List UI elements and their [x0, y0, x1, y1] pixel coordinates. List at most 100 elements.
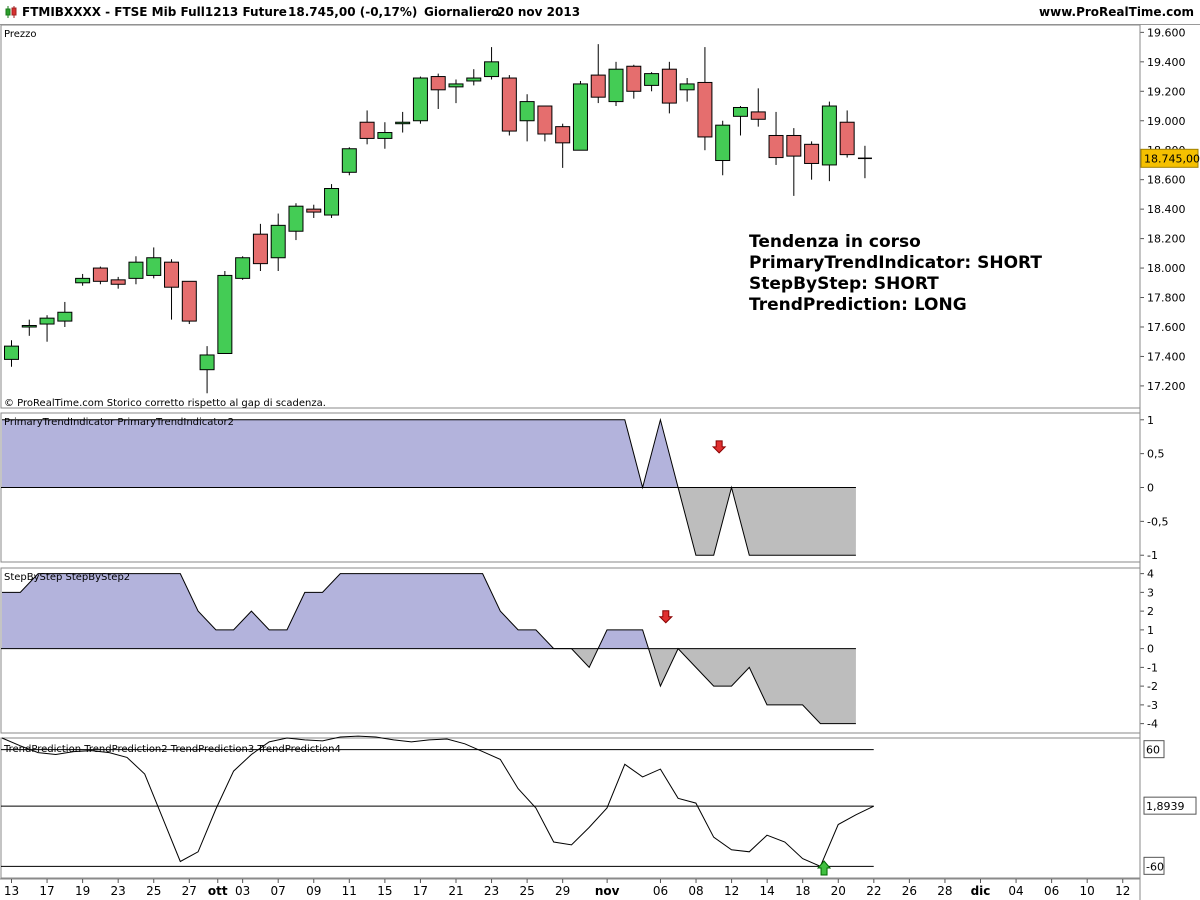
last-price-label: 18.745,00: [1144, 152, 1200, 165]
primary-trend-positive-area: [2, 419, 856, 488]
x-axis-tick-label: 15: [377, 884, 392, 898]
date-label: 20 nov 2013: [497, 5, 581, 19]
candle-body: [537, 105, 553, 135]
x-axis-tick-label: 27: [182, 884, 197, 898]
trend-prediction-title: TrendPrediction TrendPrediction2 TrendPr…: [3, 744, 341, 755]
x-axis-tick-label: 25: [146, 884, 161, 898]
candle-body: [430, 76, 446, 91]
step-by-step-line: [2, 573, 856, 725]
copyright-note: © ProRealTime.com Storico corretto rispe…: [4, 398, 326, 409]
x-axis-tick-label: 20: [831, 884, 846, 898]
step-by-step-axis-tick-label: -2: [1147, 680, 1158, 693]
timeframe-label: Giornaliero: [424, 5, 500, 19]
trend-prediction-axis-box: [1143, 740, 1165, 759]
candle-body: [341, 148, 357, 173]
x-axis-tick-label: 19: [75, 884, 90, 898]
candle-body: [110, 279, 126, 285]
candle-body: [715, 124, 731, 162]
step-by-step-axis-tick-label: -1: [1147, 661, 1158, 674]
x-axis-tick-label: 21: [448, 884, 463, 898]
x-axis-tick-label: dic: [971, 884, 991, 898]
candle-body: [555, 126, 571, 144]
candle-body: [128, 261, 144, 279]
x-axis-tick-label: 08: [688, 884, 703, 898]
candle-body: [92, 267, 108, 282]
trend-prediction-axis-label: 60: [1146, 744, 1160, 757]
price-axis-tick-label: 19.000: [1147, 115, 1186, 128]
price-axis-tick-label: 19.400: [1147, 56, 1186, 69]
candle-body: [732, 106, 748, 117]
x-axis-tick-label: 22: [866, 884, 881, 898]
x-axis-tick-label: nov: [595, 884, 620, 898]
x-axis-tick-label: 17: [39, 884, 54, 898]
candle-body: [519, 101, 535, 122]
x-axis-tick-label: 03: [235, 884, 250, 898]
x-axis-tick-label: 18: [795, 884, 810, 898]
step-by-step-axis-tick-label: -3: [1147, 699, 1158, 712]
candle-body: [644, 73, 660, 86]
x-axis-tick-label: 17: [413, 884, 428, 898]
candle-body: [484, 61, 500, 78]
candle-body: [4, 345, 19, 360]
primary-trend-axis-tick-label: -0,5: [1147, 515, 1168, 528]
candle-body: [164, 261, 180, 288]
x-axis-tick-label: 25: [519, 884, 534, 898]
candle-body: [679, 83, 695, 91]
x-axis-tick-label: 12: [1115, 884, 1130, 898]
step-by-step-axis-tick-label: 1: [1147, 624, 1154, 637]
price-panel-frame: [0, 24, 1141, 409]
step-by-step-axis-tick-label: 0: [1147, 643, 1154, 656]
candle-body: [821, 105, 837, 166]
candle-body: [217, 274, 233, 354]
step-by-step-negative-area: [2, 648, 856, 724]
step-by-step-axis-tick-label: 2: [1147, 605, 1154, 618]
x-axis-tick-label: 10: [1080, 884, 1095, 898]
trend-prediction-axis-box: [1143, 796, 1197, 815]
primary-trend-axis-tick-label: 0: [1147, 482, 1154, 495]
x-axis-tick-label: 14: [760, 884, 775, 898]
price-axis-tick-label: 17.200: [1147, 380, 1186, 393]
candle-body: [199, 354, 215, 371]
candle-body: [661, 68, 677, 104]
candle-body: [608, 68, 624, 103]
primary-trend-negative-area: [2, 487, 856, 556]
primary-trend-axis-tick-label: -1: [1147, 549, 1158, 562]
trend-prediction-axis-label: -60: [1146, 860, 1164, 873]
candle-body: [324, 188, 340, 216]
candle-body: [697, 81, 713, 138]
trend-prediction-panel-frame: [0, 737, 1141, 879]
candle-body: [235, 257, 251, 279]
quote-value: 18.745,00 (-0,17%): [288, 5, 418, 19]
candle-body: [21, 325, 37, 328]
candle-body: [412, 77, 428, 122]
x-axis-tick-label: 12: [724, 884, 739, 898]
price-axis-tick-label: 18.200: [1147, 233, 1186, 246]
x-axis-tick-label: 04: [1008, 884, 1023, 898]
symbol-title: FTMIBXXXX - FTSE Mib Full1213 Future: [22, 5, 287, 19]
candle-body: [252, 233, 268, 265]
x-axis-tick-label: 06: [1044, 884, 1059, 898]
x-axis-tick-label: 09: [306, 884, 321, 898]
x-axis-tick-label: ott: [208, 884, 228, 898]
price-axis-tick-label: 17.400: [1147, 350, 1186, 363]
candle-body: [768, 134, 784, 159]
x-axis-tick-label: 13: [4, 884, 19, 898]
primary-trend-axis-tick-label: 1: [1147, 414, 1154, 427]
candle-body: [466, 77, 482, 82]
candle-body: [39, 317, 55, 325]
x-axis-tick-label: 07: [271, 884, 286, 898]
last-price-tag: [1140, 148, 1199, 168]
candle-body: [181, 280, 197, 322]
price-axis-tick-label: 17.800: [1147, 292, 1186, 305]
candle-body: [572, 83, 588, 151]
candle-body: [395, 121, 411, 125]
trend-summary-line: PrimaryTrendIndicator: SHORT: [749, 253, 1042, 273]
x-axis-tick-label: 29: [555, 884, 570, 898]
price-panel-label: Prezzo: [4, 29, 37, 40]
step-by-step-axis-tick-label: -4: [1147, 718, 1158, 731]
candlestick-logo-icon: [5, 6, 17, 18]
candle-body: [839, 121, 855, 156]
step-by-step-title: StepByStep StepByStep2: [4, 572, 130, 583]
step-by-step-axis-tick-label: 3: [1147, 586, 1154, 599]
